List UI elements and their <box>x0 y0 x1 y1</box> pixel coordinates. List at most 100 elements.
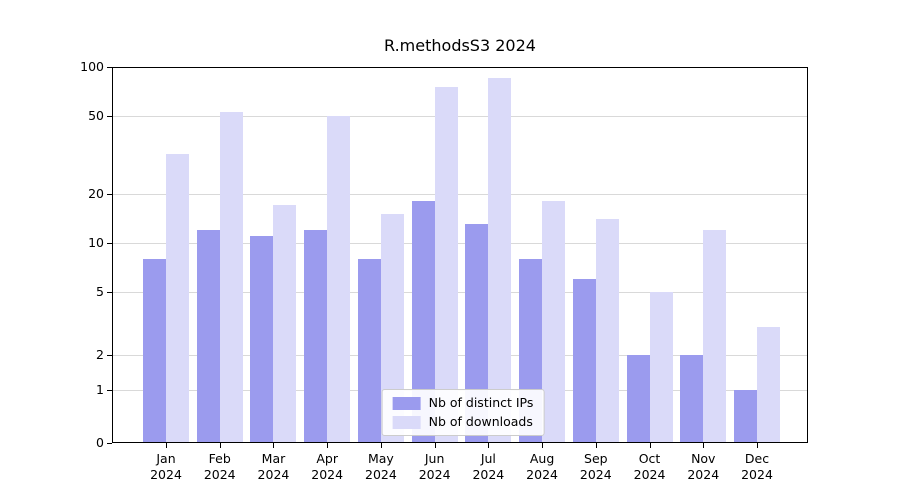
x-tick-year-jul: 2024 <box>472 467 505 482</box>
x-tick-label-nov: Nov 2024 <box>671 451 735 483</box>
x-tick-month-jan: Jan <box>156 451 176 466</box>
y-tick-mark-2 <box>107 355 112 356</box>
x-tick-mark-jun <box>434 443 436 448</box>
x-tick-mark-oct <box>649 443 651 448</box>
gridline-y-100 <box>112 67 808 68</box>
x-tick-mark-nov <box>703 443 705 448</box>
bar-downloads-aug <box>542 201 566 443</box>
x-tick-year-apr: 2024 <box>311 467 344 482</box>
x-tick-month-oct: Oct <box>638 451 661 466</box>
x-tick-mark-mar <box>273 443 275 448</box>
bar-distinct-ips-sep <box>572 279 596 443</box>
x-tick-month-apr: Apr <box>316 451 338 466</box>
legend-label-distinct-ips: Nb of distinct IPs <box>428 395 534 410</box>
x-tick-label-sep: Sep 2024 <box>564 451 628 483</box>
x-tick-year-aug: 2024 <box>526 467 558 482</box>
legend-label-downloads: Nb of downloads <box>428 414 533 429</box>
x-tick-mark-feb <box>219 443 221 448</box>
x-tick-year-oct: 2024 <box>633 467 666 482</box>
x-tick-mark-jul <box>488 443 490 448</box>
x-tick-month-dec: Dec <box>744 451 770 466</box>
y-tick-label-5: 5 <box>96 284 104 299</box>
bar-distinct-ips-dec <box>734 390 757 443</box>
x-tick-month-feb: Feb <box>208 451 231 466</box>
legend-item-downloads: Nb of downloads <box>392 414 534 429</box>
y-tick-mark-10 <box>107 243 112 244</box>
y-tick-mark-50 <box>107 116 112 117</box>
x-tick-year-sep: 2024 <box>579 467 612 482</box>
y-tick-mark-5 <box>107 292 112 293</box>
bar-distinct-ips-feb <box>196 230 220 443</box>
bar-distinct-ips-jul <box>465 224 489 443</box>
y-tick-mark-0 <box>107 443 112 444</box>
x-tick-month-jul: Jul <box>480 451 496 466</box>
bar-distinct-ips-oct <box>626 355 650 443</box>
x-tick-year-may: 2024 <box>365 467 397 482</box>
x-tick-year-mar: 2024 <box>257 467 290 482</box>
legend-swatch-downloads <box>392 415 421 429</box>
y-tick-label-20: 20 <box>88 186 104 201</box>
x-tick-year-nov: 2024 <box>687 467 720 482</box>
bar-downloads-jan <box>166 153 189 443</box>
x-tick-mark-sep <box>595 443 597 448</box>
legend: Nb of distinct IPs Nb of downloads <box>381 389 545 436</box>
x-tick-label-mar: Mar 2024 <box>241 451 305 483</box>
x-tick-mark-may <box>380 443 382 448</box>
bar-downloads-apr <box>327 116 351 443</box>
y-tick-mark-1 <box>107 390 112 391</box>
x-tick-month-may: May <box>367 451 394 466</box>
x-tick-mark-aug <box>542 443 544 448</box>
legend-swatch-distinct-ips <box>392 396 421 410</box>
x-tick-month-sep: Sep <box>584 451 608 466</box>
y-tick-mark-20 <box>107 194 112 195</box>
x-tick-year-feb: 2024 <box>203 467 236 482</box>
gridline-y-10 <box>112 243 808 244</box>
bar-downloads-may <box>380 214 404 443</box>
x-tick-label-jan: Jan 2024 <box>134 451 198 483</box>
gridline-y-50 <box>112 116 808 117</box>
gridline-y-20 <box>112 194 808 195</box>
legend-item-distinct-ips: Nb of distinct IPs <box>392 395 534 410</box>
x-tick-mark-dec <box>757 443 758 448</box>
x-tick-year-jan: 2024 <box>150 467 182 482</box>
x-tick-year-jun: 2024 <box>418 467 451 482</box>
bar-distinct-ips-jun <box>411 201 435 443</box>
y-tick-label-50: 50 <box>88 108 104 123</box>
x-tick-month-jun: Jun <box>424 451 445 466</box>
x-tick-mark-jan <box>166 443 167 448</box>
bar-downloads-feb <box>219 111 243 443</box>
y-tick-label-10: 10 <box>88 235 104 250</box>
y-tick-label-100: 100 <box>80 59 104 74</box>
x-tick-label-dec: Dec 2024 <box>725 451 789 483</box>
bar-downloads-jun <box>434 87 458 443</box>
y-tick-label-2: 2 <box>96 347 104 362</box>
x-tick-label-aug: Aug 2024 <box>510 451 574 483</box>
y-tick-mark-100 <box>107 67 112 68</box>
bar-downloads-mar <box>273 205 297 443</box>
bar-downloads-oct <box>649 292 673 443</box>
bar-distinct-ips-mar <box>250 236 274 443</box>
bar-downloads-jul <box>488 77 512 443</box>
x-tick-label-oct: Oct 2024 <box>618 451 682 483</box>
x-tick-mark-apr <box>327 443 329 448</box>
y-tick-label-1: 1 <box>96 382 104 397</box>
x-tick-label-apr: Apr 2024 <box>295 451 359 483</box>
bar-distinct-ips-nov <box>680 355 704 443</box>
bar-distinct-ips-jan <box>143 258 166 443</box>
x-tick-label-jul: Jul 2024 <box>456 451 520 483</box>
gridline-y-5 <box>112 292 808 293</box>
bar-distinct-ips-may <box>357 258 381 443</box>
x-tick-label-jun: Jun 2024 <box>403 451 467 483</box>
chart-title: R.methodsS3 2024 <box>384 36 536 55</box>
bar-distinct-ips-apr <box>304 230 328 443</box>
x-tick-label-feb: Feb 2024 <box>188 451 252 483</box>
bar-downloads-sep <box>595 219 619 443</box>
x-tick-month-nov: Nov <box>691 451 716 466</box>
x-tick-month-mar: Mar <box>261 451 286 466</box>
bar-downloads-dec <box>757 327 780 443</box>
bar-downloads-nov <box>703 230 727 443</box>
x-tick-label-may: May 2024 <box>349 451 413 483</box>
plot-area <box>112 67 808 443</box>
gridline-y-2 <box>112 355 808 356</box>
